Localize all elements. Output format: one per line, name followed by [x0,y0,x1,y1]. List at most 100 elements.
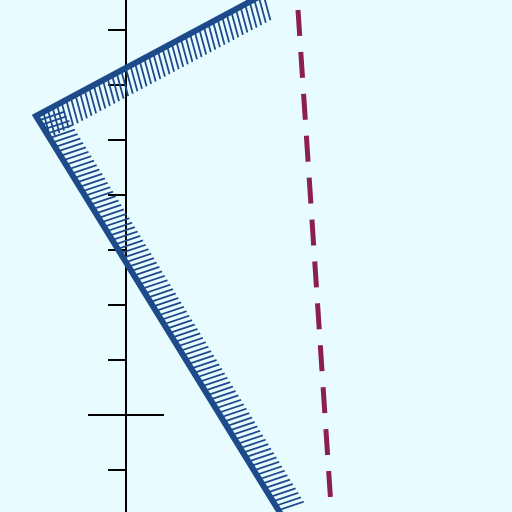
hatch-mark [161,48,171,75]
hatch-mark [235,8,244,36]
hatch-mark [122,248,149,259]
hatch-mark [191,359,217,370]
hatch-mark [199,372,225,383]
hatch-mark [215,398,242,410]
hatch-mark [180,38,189,65]
hatch-mark [138,60,148,87]
hatch-mark [270,487,296,498]
hatch-mark [62,150,89,162]
hatch-mark [133,266,160,277]
hatch-mark [60,102,70,129]
hatch-mark [131,261,157,272]
hatch-mark [95,204,122,215]
hatch-mark [275,496,302,507]
hatch-mark [158,305,185,317]
hatch-mark [38,111,65,122]
hatch-mark [102,79,111,107]
hatch-mark [65,99,75,126]
hatch-mark [120,243,146,255]
hatch-mark [166,319,193,330]
hatch-mark [184,35,194,63]
hatch-mark [109,226,136,237]
hatch-mark [169,323,196,334]
hatch-mark [79,92,88,119]
hatch-mark [207,23,217,50]
hatch-mark [79,177,106,188]
hatch-mark [237,434,264,445]
hatch-mark [201,376,228,388]
hatch-mark [139,274,166,286]
hatch-mark [175,40,185,68]
hatch-mark [157,50,166,77]
hatch-mark [88,87,97,114]
hatch-mark [117,239,144,250]
hatch-mark [46,124,73,135]
hatch-mark [180,341,206,352]
hatch-mark [196,367,223,379]
hatch-mark [230,11,240,38]
hatch-mark [97,82,107,109]
hatch-mark [261,474,288,485]
hatch-mark [128,257,155,268]
hatch-mark [65,155,92,166]
boundary-line [31,0,284,512]
hatch-mark [239,6,249,33]
hatch-mark [144,283,171,295]
hatch-mark [193,363,220,374]
hatch-mark [226,416,253,427]
hatch-mark [264,478,291,489]
hatch-mark [188,354,215,365]
hatch-mark [185,350,212,361]
hatch-mark [216,18,226,45]
hatch-mark [76,173,103,184]
hatch-mark [129,65,139,92]
hatch-mark [256,465,283,476]
hatch-mark [278,500,304,512]
hatch-mark [106,221,133,233]
hatch-mark [250,456,277,467]
hatch-mark [155,301,182,312]
hatch-mark [242,443,269,454]
hatch-mark [136,270,163,281]
hatch-mark [245,447,272,458]
hatch-mark [253,0,263,26]
hatch-mark [210,390,236,401]
hatch-mark [171,328,198,339]
hatch-mark [248,1,258,28]
hatch-mark [54,137,81,148]
hatch-mark [106,77,116,104]
hatch-mark [212,21,221,48]
hatch-mark [272,491,299,503]
hatch-mark [84,186,111,197]
hatch-mark [73,168,100,179]
hatch-mark [253,460,280,472]
hatch-mark [92,84,102,112]
hatch-mark [103,217,130,228]
hatch-mark [134,62,143,90]
hatch-mark [220,407,247,419]
hatch-mark [74,94,84,121]
hatch-marks [38,0,304,512]
hatch-mark [229,421,255,432]
hatch-mark [189,33,198,60]
hatch-mark [221,16,230,43]
hatch-mark [240,438,266,450]
hatch-mark [141,279,168,290]
hatch-mark [115,72,125,99]
hatch-mark [114,235,141,246]
hatch-mark [182,345,209,357]
hatch-mark [90,195,117,206]
hatched-boundary [31,0,304,512]
hatch-mark [231,425,258,436]
hatch-mark [174,332,201,343]
hatch-mark [225,13,235,41]
hatch-mark [68,159,95,171]
hatch-mark [98,208,125,219]
hatch-mark [198,28,208,55]
hatch-mark [71,164,97,175]
hatch-mark [125,252,152,264]
hatch-mark [259,469,285,481]
hatch-mark [52,133,78,144]
hatch-mark [258,0,267,23]
